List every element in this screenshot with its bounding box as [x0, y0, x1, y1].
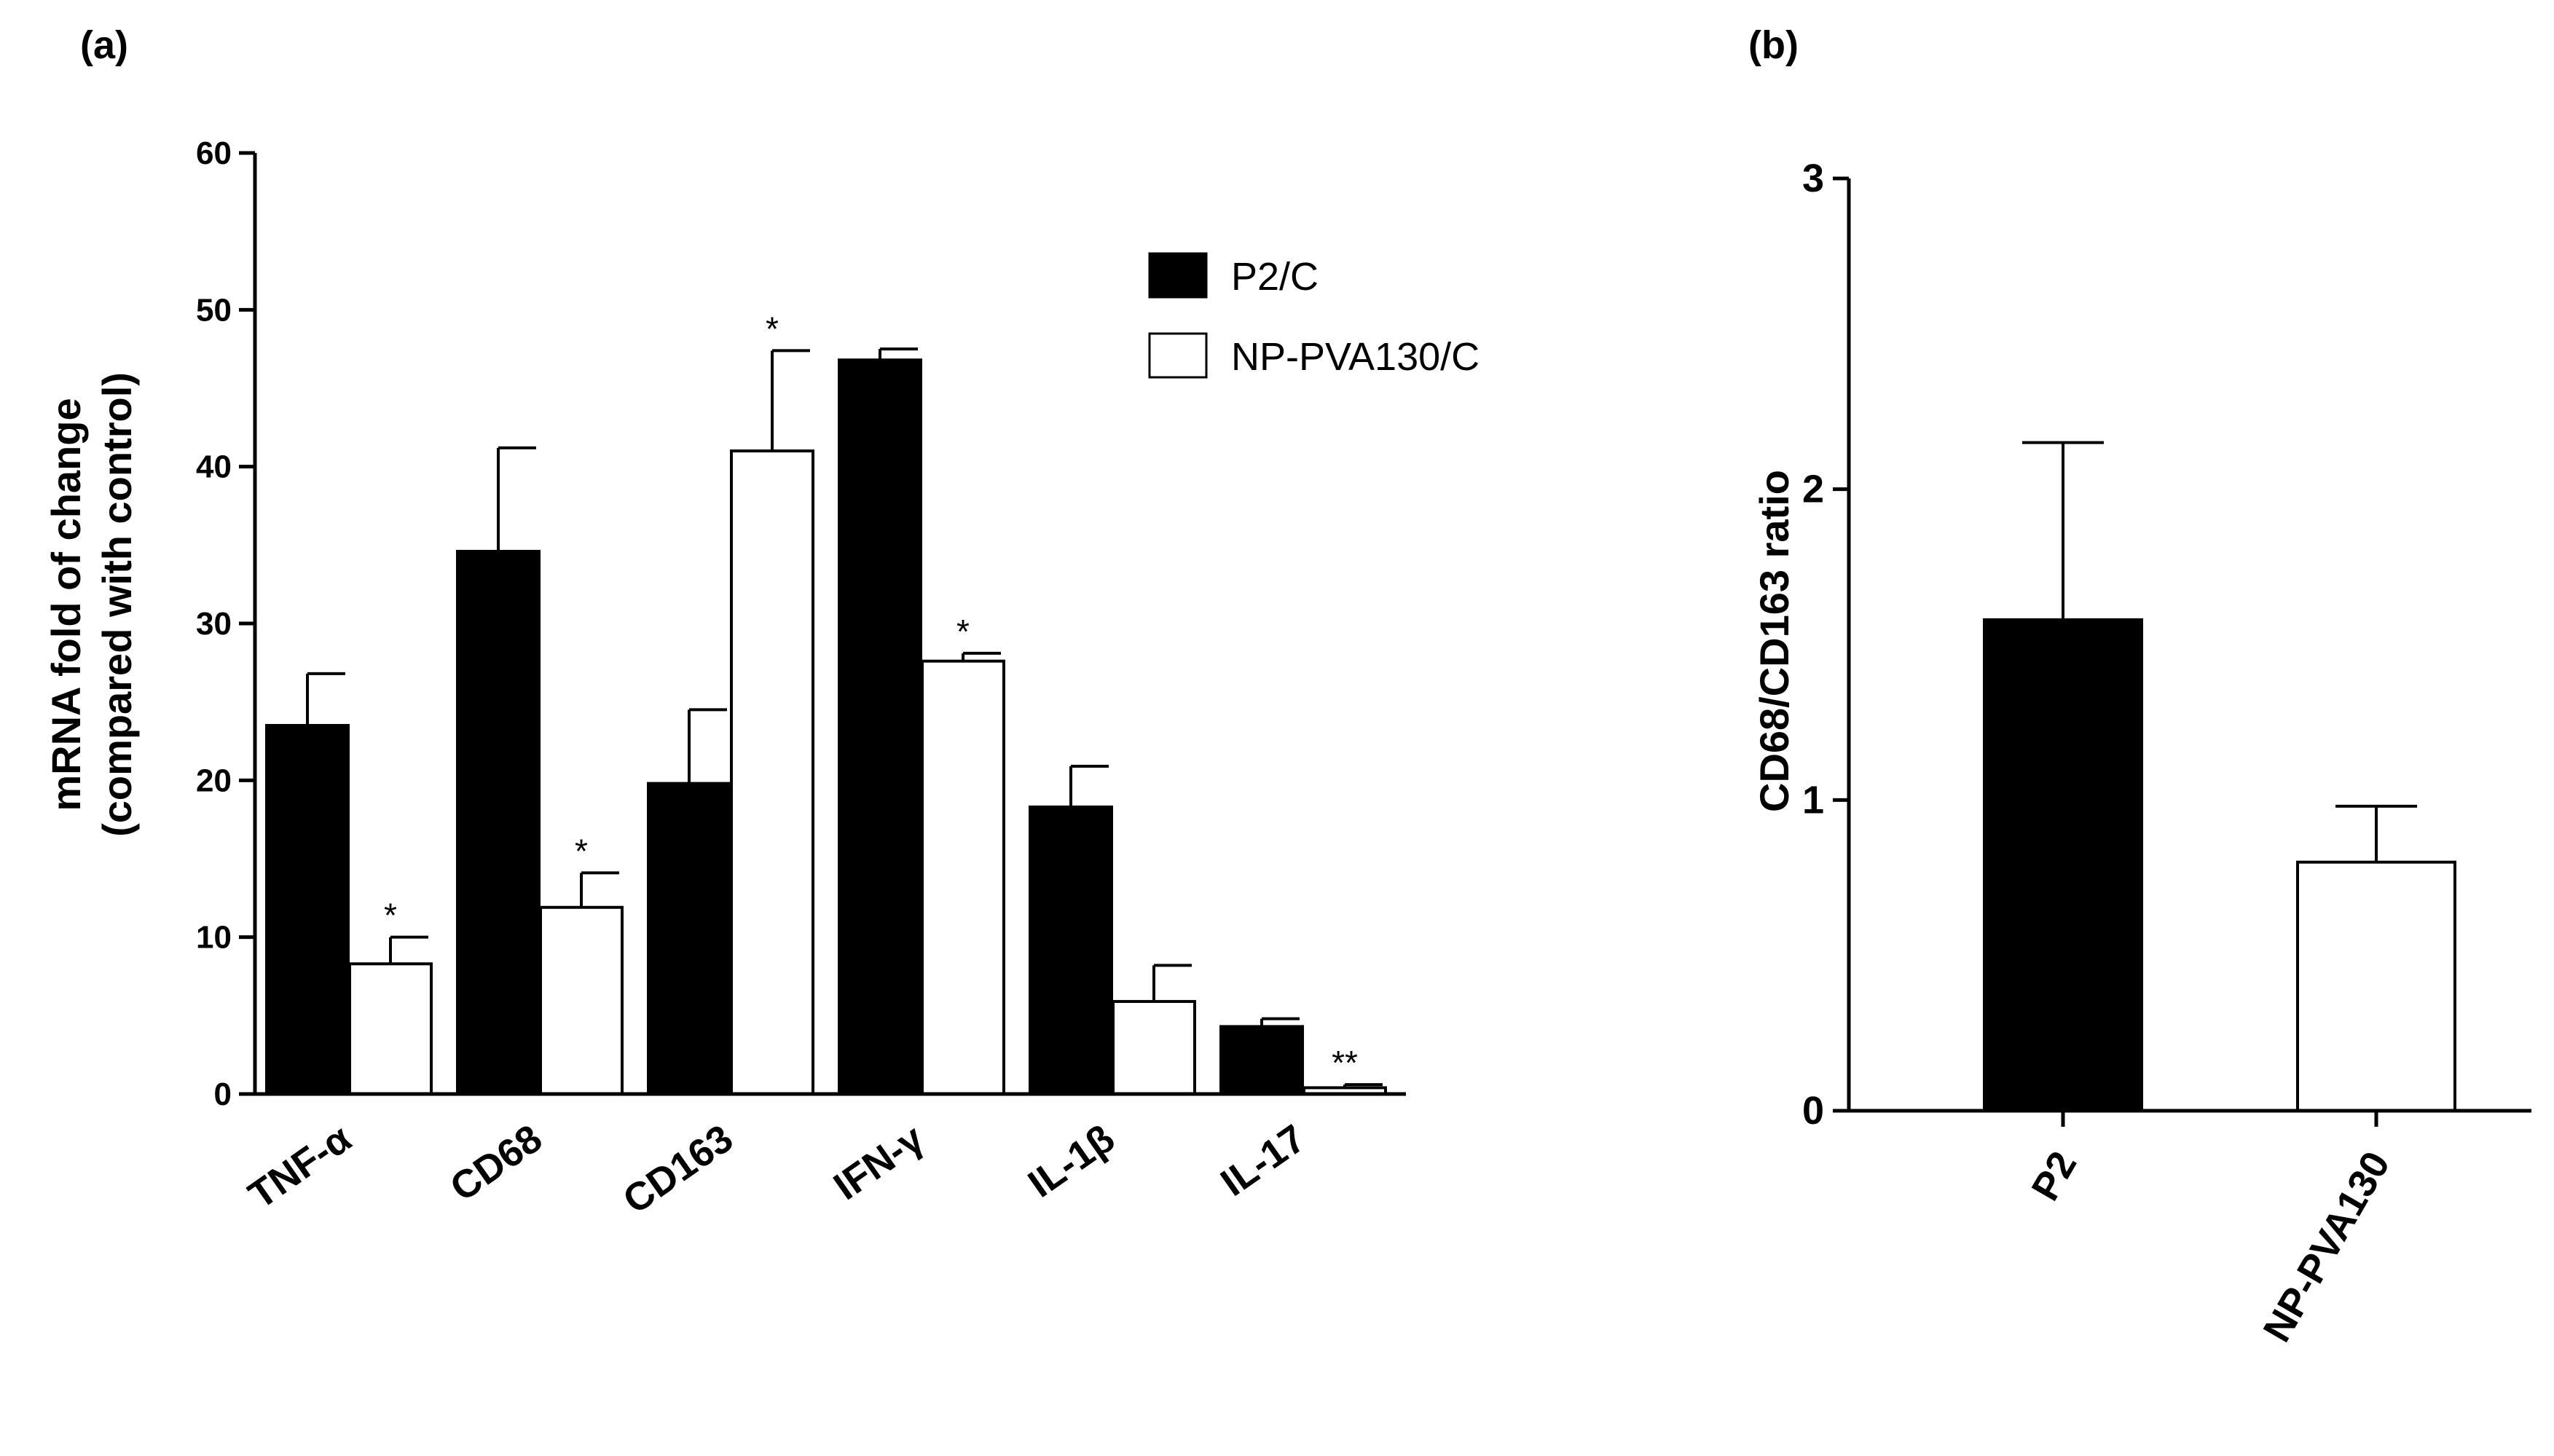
legend-swatch-p2c — [1148, 252, 1208, 299]
panel-a-y-axis-title-line2: (compared with control) — [94, 372, 140, 837]
significance-np-pva130-c-ifn: * — [956, 613, 970, 650]
bar-np-pva130-c-il-1 — [1112, 999, 1196, 1096]
category-label-ifn: IFN-γ — [826, 1117, 932, 1209]
category-label-tnf: TNF-α — [241, 1117, 359, 1218]
panel-a-label: (a) — [80, 23, 128, 67]
panel-b-category-labels: P2 NP-PVA130 — [2023, 1111, 2398, 1349]
category-label-p2: P2 — [2023, 1144, 2085, 1208]
panel-a-y-tick-label: 50 — [196, 292, 232, 328]
significance-np-pva130-c-cd163: * — [766, 310, 779, 347]
category-label-cd68: CD68 — [442, 1117, 550, 1210]
panel-b-error-bars — [2022, 441, 2417, 862]
category-label-il-17: IL-17 — [1213, 1117, 1313, 1205]
legend-label-p2c: P2/C — [1231, 255, 1319, 299]
bar-p2-c-tnf — [265, 723, 350, 1095]
panel-a-y-tick-label: 60 — [196, 135, 232, 171]
panel-a-y-tick-label: 40 — [196, 449, 232, 485]
panel-a-category-labels: TNF-α CD68 CD163 IFN-γ IL-1β IL-17 — [241, 1117, 1313, 1223]
panel-a: (a) mRNA fold of change (compared with c… — [43, 23, 1480, 1222]
significance-np-pva130-c-tnf: * — [384, 897, 397, 934]
category-label-il-1: IL-1β — [1021, 1117, 1123, 1206]
significance-np-pva130-c-il-17: ** — [1332, 1044, 1358, 1082]
bar-np-pva130-c-cd163 — [730, 449, 814, 1095]
panel-a-y-tick-label: 0 — [214, 1077, 232, 1112]
category-label-np-pva130: NP-PVA130 — [2255, 1144, 2398, 1349]
bar-p2-c-il-1 — [1029, 805, 1113, 1095]
panel-a-significance-marks: ****** — [384, 310, 1358, 1082]
bar-np-pva130-c-cd68 — [539, 905, 624, 1095]
panel-a-y-tick-label: 10 — [196, 920, 232, 956]
panel-b-y-tick-label: 3 — [1802, 157, 1824, 200]
bar-np-pva130-c-tnf — [348, 962, 433, 1095]
panel-a-legend: P2/C NP-PVA130/C — [1148, 252, 1480, 379]
panel-b-y-tick-label: 0 — [1802, 1089, 1824, 1133]
category-label-cd163: CD163 — [616, 1117, 741, 1223]
panel-b-bars — [1983, 618, 2456, 1112]
bar-ratio-np-pva130 — [2296, 860, 2456, 1112]
panel-a-y-tick-label: 30 — [196, 606, 232, 642]
significance-np-pva130-c-cd68: * — [575, 832, 588, 870]
bar-p2-c-il-17 — [1219, 1025, 1304, 1095]
legend-swatch-np-pva130c — [1148, 332, 1208, 379]
panel-a-y-axis-title-line1: mRNA fold of change — [43, 398, 89, 811]
panel-a-error-bars — [306, 347, 1383, 1088]
panel-a-y-tick-label: 20 — [196, 763, 232, 798]
panel-b-y-tick-label: 2 — [1802, 468, 1824, 511]
bar-p2-c-ifn — [838, 358, 922, 1095]
bar-ratio-p2 — [1983, 618, 2143, 1112]
panel-a-bars — [265, 358, 1387, 1096]
panel-b-label: (b) — [1748, 23, 1799, 67]
legend-label-np-pva130c: NP-PVA130/C — [1231, 335, 1480, 379]
panel-b: (b) CD68/CD163 ratio 0 1 2 3 P2 NP-PVA130 — [1748, 23, 2531, 1349]
panel-a-y-ticks: 0 10 20 30 40 50 60 — [196, 135, 255, 1112]
bar-np-pva130-c-ifn — [921, 659, 1005, 1095]
panel-b-y-tick-label: 1 — [1802, 778, 1824, 822]
bar-p2-c-cd68 — [456, 549, 541, 1095]
panel-b-y-ticks: 0 1 2 3 — [1802, 157, 1849, 1133]
bar-p2-c-cd163 — [647, 782, 731, 1095]
panel-b-y-axis-title: CD68/CD163 ratio — [1751, 470, 1797, 812]
